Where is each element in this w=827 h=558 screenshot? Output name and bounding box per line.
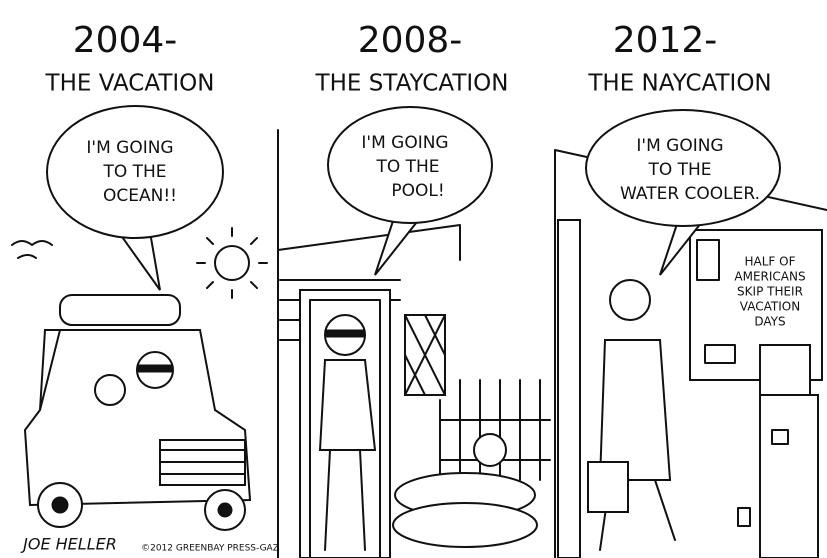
line-art (320, 360, 375, 450)
line-art (120, 232, 160, 290)
credit: ©2012 GREENBAY PRESS-GAZ (141, 544, 279, 554)
line-art (760, 395, 818, 558)
panel-1-art (12, 228, 267, 530)
line-art (12, 241, 52, 258)
poster-line: DAYS (754, 315, 785, 329)
line-art (738, 508, 750, 526)
poster-line: HALF OF (745, 255, 796, 269)
line-art (325, 330, 365, 337)
panel-year: 2004- (73, 20, 178, 61)
cartoon: 2004- THE VACATION 2008- THE STAYCATION … (0, 0, 827, 558)
poster-line: SKIP THEIR (737, 285, 803, 299)
speech-line: POOL! (391, 181, 444, 201)
line-art (474, 434, 506, 466)
speech-line: I'M GOING (636, 136, 723, 156)
poster-line: VACATION (740, 300, 800, 314)
line-art (138, 365, 172, 372)
body: 2004- THE VACATION 2008- THE STAYCATION … (0, 0, 827, 558)
speech-line: TO THE (375, 157, 439, 177)
speech-line: WATER COOLER. (620, 184, 760, 204)
page: Cartoon {"panels":[ {"year":"2004-","tit… (0, 0, 827, 558)
line-art (95, 375, 125, 405)
panel-title: THE VACATION (45, 71, 215, 97)
panel-year: 2008- (358, 20, 463, 61)
line-art (610, 280, 650, 320)
line-art (52, 497, 68, 513)
panel-title: THE NAYCATION (587, 71, 771, 97)
panel-year: 2012- (613, 20, 718, 61)
speech-line: I'M GOING (361, 133, 448, 153)
line-art (588, 462, 628, 512)
line-art (558, 220, 580, 558)
line-art (375, 215, 420, 275)
signature: JOE HELLER (20, 535, 117, 554)
line-art (218, 503, 232, 517)
speech-line: TO THE (102, 162, 166, 182)
speech-line: OCEAN!! (103, 186, 177, 206)
line-art (760, 345, 810, 395)
line-art (215, 246, 249, 280)
poster-line: AMERICANS (734, 270, 805, 284)
line-art (393, 503, 537, 547)
line-art (600, 340, 670, 480)
speech-line: I'M GOING (86, 138, 173, 158)
panel-title: THE STAYCATION (315, 71, 509, 97)
line-art (197, 228, 267, 298)
speech-line: TO THE (647, 160, 711, 180)
line-art (60, 295, 180, 325)
